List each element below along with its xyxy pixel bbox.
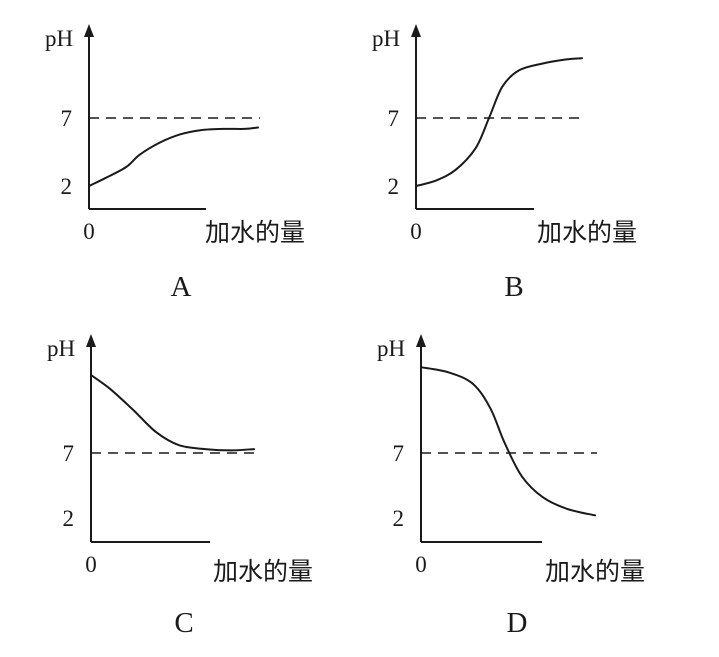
ph-curve-b xyxy=(415,57,583,187)
panel-label-c: C xyxy=(174,607,193,639)
x-axis-label-c: 加水的量 xyxy=(213,558,313,586)
y-axis-arrow-d xyxy=(416,334,426,347)
panel-label-b: B xyxy=(504,271,523,303)
panel-label-a: A xyxy=(171,271,192,303)
y-tick-2-b: 2 xyxy=(388,174,400,199)
y-tick-7-a: 7 xyxy=(61,106,73,131)
y-tick-2-d: 2 xyxy=(393,506,405,531)
y-axis-label-a: pH xyxy=(45,26,73,51)
y-tick-7-c: 7 xyxy=(63,441,75,466)
ph-curve-c xyxy=(90,374,255,452)
panel-label-d: D xyxy=(507,607,528,639)
y-axis-arrow-c xyxy=(86,334,96,347)
origin-label-a: 0 xyxy=(83,219,95,244)
y-axis-label-d: pH xyxy=(377,336,405,361)
ph-curve-a xyxy=(88,126,259,187)
origin-label-c: 0 xyxy=(85,552,97,577)
y-tick-7-d: 7 xyxy=(393,441,405,466)
y-axis-label-b: pH xyxy=(372,26,400,51)
x-axis-label-b: 加水的量 xyxy=(537,219,637,247)
x-axis-label-d: 加水的量 xyxy=(545,558,645,586)
ph-curve-d xyxy=(420,366,596,517)
origin-label-d: 0 xyxy=(415,552,427,577)
y-axis-arrow-a xyxy=(84,24,94,37)
y-tick-2-a: 2 xyxy=(61,174,73,199)
y-axis-arrow-b xyxy=(411,24,421,37)
y-tick-2-c: 2 xyxy=(63,506,75,531)
y-axis-label-c: pH xyxy=(47,336,75,361)
y-tick-7-b: 7 xyxy=(388,106,400,131)
origin-label-b: 0 xyxy=(410,219,422,244)
x-axis-label-a: 加水的量 xyxy=(205,219,305,247)
